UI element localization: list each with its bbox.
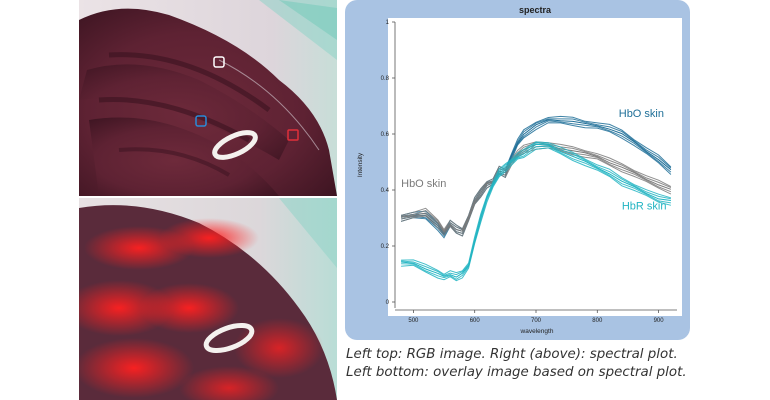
spectra-chart: spectra 0 0.2 0.4 0.6 0.8 1 500 600 700 800 900 Hb… xyxy=(357,5,682,335)
overlay-hand-image xyxy=(79,198,337,400)
y-tick-label: 0.4 xyxy=(381,188,390,194)
plot-area xyxy=(388,18,682,316)
ring xyxy=(212,130,258,160)
series-annotation: HbR skin xyxy=(622,201,667,213)
x-tick-label: 500 xyxy=(408,318,419,324)
y-tick-label: 0.6 xyxy=(381,132,390,138)
series-line xyxy=(401,143,671,278)
caption: Left top: RGB image. Right (above): spec… xyxy=(346,346,766,382)
roi-marker-white xyxy=(213,56,225,68)
y-tick-label: 0.2 xyxy=(381,244,390,250)
y-tick-label: 0 xyxy=(386,300,390,306)
series-line xyxy=(401,141,672,275)
caption-line-1: Left top: RGB image. Right (above): spec… xyxy=(346,347,678,362)
x-tick-label: 700 xyxy=(531,318,542,324)
x-tick-label: 800 xyxy=(592,318,603,324)
roi-marker-red xyxy=(287,129,299,141)
series-annotation: HbO skin xyxy=(619,108,664,120)
roi-marker-blue xyxy=(195,115,207,127)
series-line xyxy=(401,143,672,233)
series-line xyxy=(400,147,672,237)
rgb-hand-image xyxy=(79,0,337,196)
overlay-red-regions xyxy=(79,218,324,400)
series-line xyxy=(401,147,672,282)
chart-title: spectra xyxy=(519,5,552,15)
x-axis-label: wavelength xyxy=(520,328,554,335)
spectra-chart-panel: spectra 0 0.2 0.4 0.6 0.8 1 500 600 700 800 900 Hb… xyxy=(345,0,690,340)
x-tick-label: 900 xyxy=(654,318,665,324)
y-tick-label: 0.8 xyxy=(381,76,390,82)
x-tick-label: 600 xyxy=(470,318,481,324)
caption-line-2: Left bottom: overlay image based on spec… xyxy=(346,365,687,380)
y-tick-label: 1 xyxy=(386,20,390,26)
series-line xyxy=(401,142,671,276)
ring xyxy=(203,323,255,353)
series-line xyxy=(401,145,671,280)
y-axis-label: Intensity xyxy=(357,152,364,177)
series-3 xyxy=(401,141,672,282)
series-annotation: HbO skin xyxy=(401,178,446,190)
